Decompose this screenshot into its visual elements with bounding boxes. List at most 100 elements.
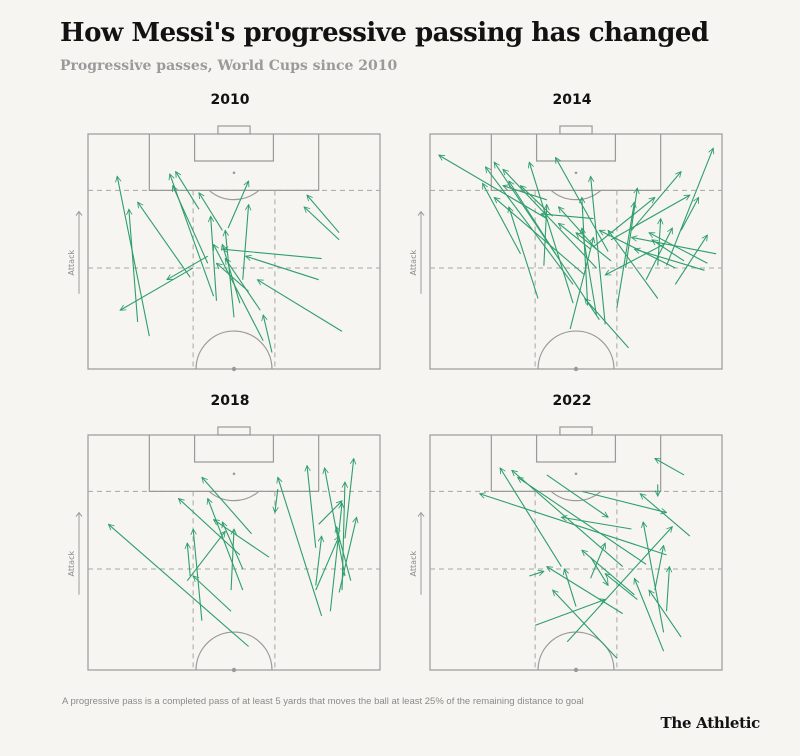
pass-arrow [222, 522, 244, 570]
center-spot [573, 667, 579, 673]
attack-indicator: Attack [409, 511, 425, 595]
pass-arrow [329, 503, 342, 612]
pass-arrow [227, 181, 248, 229]
penalty-area [490, 134, 662, 191]
pass-arrow [634, 578, 665, 652]
pass-arrow [108, 524, 249, 647]
panel-year-2010: 2010 [210, 92, 250, 108]
pitch-outline [429, 133, 723, 370]
pass-arrow [213, 244, 264, 342]
pass-arrow [494, 162, 600, 320]
pass-arrow [208, 498, 244, 591]
pass-arrow [500, 468, 562, 567]
pass-arrow [187, 543, 190, 577]
pass-arrow [307, 195, 340, 234]
pass-arrow [211, 216, 218, 301]
chart-subtitle: Progressive passes, World Cups since 201… [60, 58, 398, 74]
pass-arrow [581, 490, 667, 512]
footnote: A progressive pass is a completed pass o… [62, 696, 584, 707]
pass-arrow [666, 148, 714, 266]
pass-arrow [315, 536, 339, 591]
pass-arrow [610, 194, 690, 241]
pass-arrow [304, 207, 340, 241]
pass-arrow [529, 571, 544, 577]
pass-arrow [582, 197, 589, 306]
penalty-spot [574, 171, 578, 175]
pass-arrow [582, 550, 635, 596]
pass-arrow [482, 183, 522, 255]
center-spot [573, 366, 579, 372]
attack-arrow-head [75, 511, 83, 517]
panel-year-2018: 2018 [210, 393, 250, 409]
pass-arrow [625, 188, 638, 269]
pass-arrow [315, 536, 322, 586]
pass-arrow [222, 244, 241, 304]
pass-arrow [222, 249, 322, 260]
pass-arrow [616, 202, 635, 308]
pass-arrow [341, 482, 345, 591]
attack-label: Attack [409, 551, 418, 577]
pass-arrow [325, 468, 346, 577]
pass-arrow [216, 263, 249, 292]
pass-arrow [593, 197, 655, 248]
pass-arrow [643, 522, 665, 633]
pass-arrow [120, 267, 194, 311]
pass-arrow [225, 259, 261, 311]
pass-arrow [480, 494, 667, 556]
pass-arrow [138, 202, 191, 278]
six-yard-box [193, 435, 275, 463]
pass-arrow [591, 176, 606, 325]
pass-arrow [509, 207, 539, 299]
attack-label: Attack [409, 250, 418, 276]
pass-arrow [534, 600, 605, 626]
attack-arrow-head [417, 210, 425, 216]
attack-arrow-head [75, 210, 83, 216]
pitch-2014: Attack [409, 125, 723, 372]
pass-arrow [561, 517, 632, 530]
pitch-2018: Attack [67, 426, 381, 673]
pass-arrow [170, 174, 215, 297]
six-yard-box [535, 134, 617, 162]
penalty-area [148, 134, 320, 191]
pass-arrow [608, 230, 659, 299]
pass-arrow [193, 529, 203, 621]
pitch-outline [429, 434, 723, 671]
pass-arrow [564, 569, 577, 607]
penalty-spot [232, 472, 236, 476]
center-circle [537, 330, 615, 370]
pass-arrow [553, 590, 618, 659]
attack-arrow-head [417, 511, 425, 517]
pass-arrow [278, 477, 323, 617]
pass-arrow [529, 162, 574, 304]
pass-arrow [246, 256, 319, 281]
pitch-2022: Attack [409, 426, 723, 673]
goal [217, 125, 251, 135]
pass-arrow [117, 176, 150, 337]
pass-arrow [546, 474, 608, 517]
pass-arrow [569, 237, 593, 330]
pass-arrow [605, 243, 664, 276]
panel-year-2022: 2022 [552, 393, 592, 409]
pass-arrow [649, 590, 682, 638]
pass-arrow [503, 169, 597, 269]
pass-arrow [307, 466, 317, 548]
pass-arrow [645, 228, 673, 280]
penalty-arc [550, 189, 602, 201]
penalty-arc [208, 490, 260, 502]
pass-arrow [521, 186, 554, 217]
pass-arrow [599, 229, 676, 269]
center-circle [195, 330, 273, 370]
penalty-arc [208, 189, 260, 201]
pass-arrow [640, 494, 691, 537]
pass-arrow [585, 299, 629, 349]
pass-arrow [179, 498, 241, 556]
pass-arrow [658, 219, 661, 266]
pass-arrow [566, 527, 672, 643]
attack-label: Attack [67, 551, 76, 577]
pass-arrow [503, 186, 547, 201]
pass-arrow [186, 531, 225, 582]
center-spot [231, 366, 237, 372]
pass-arrow [655, 458, 685, 476]
penalty-area [490, 435, 662, 492]
pass-arrow [654, 545, 664, 591]
